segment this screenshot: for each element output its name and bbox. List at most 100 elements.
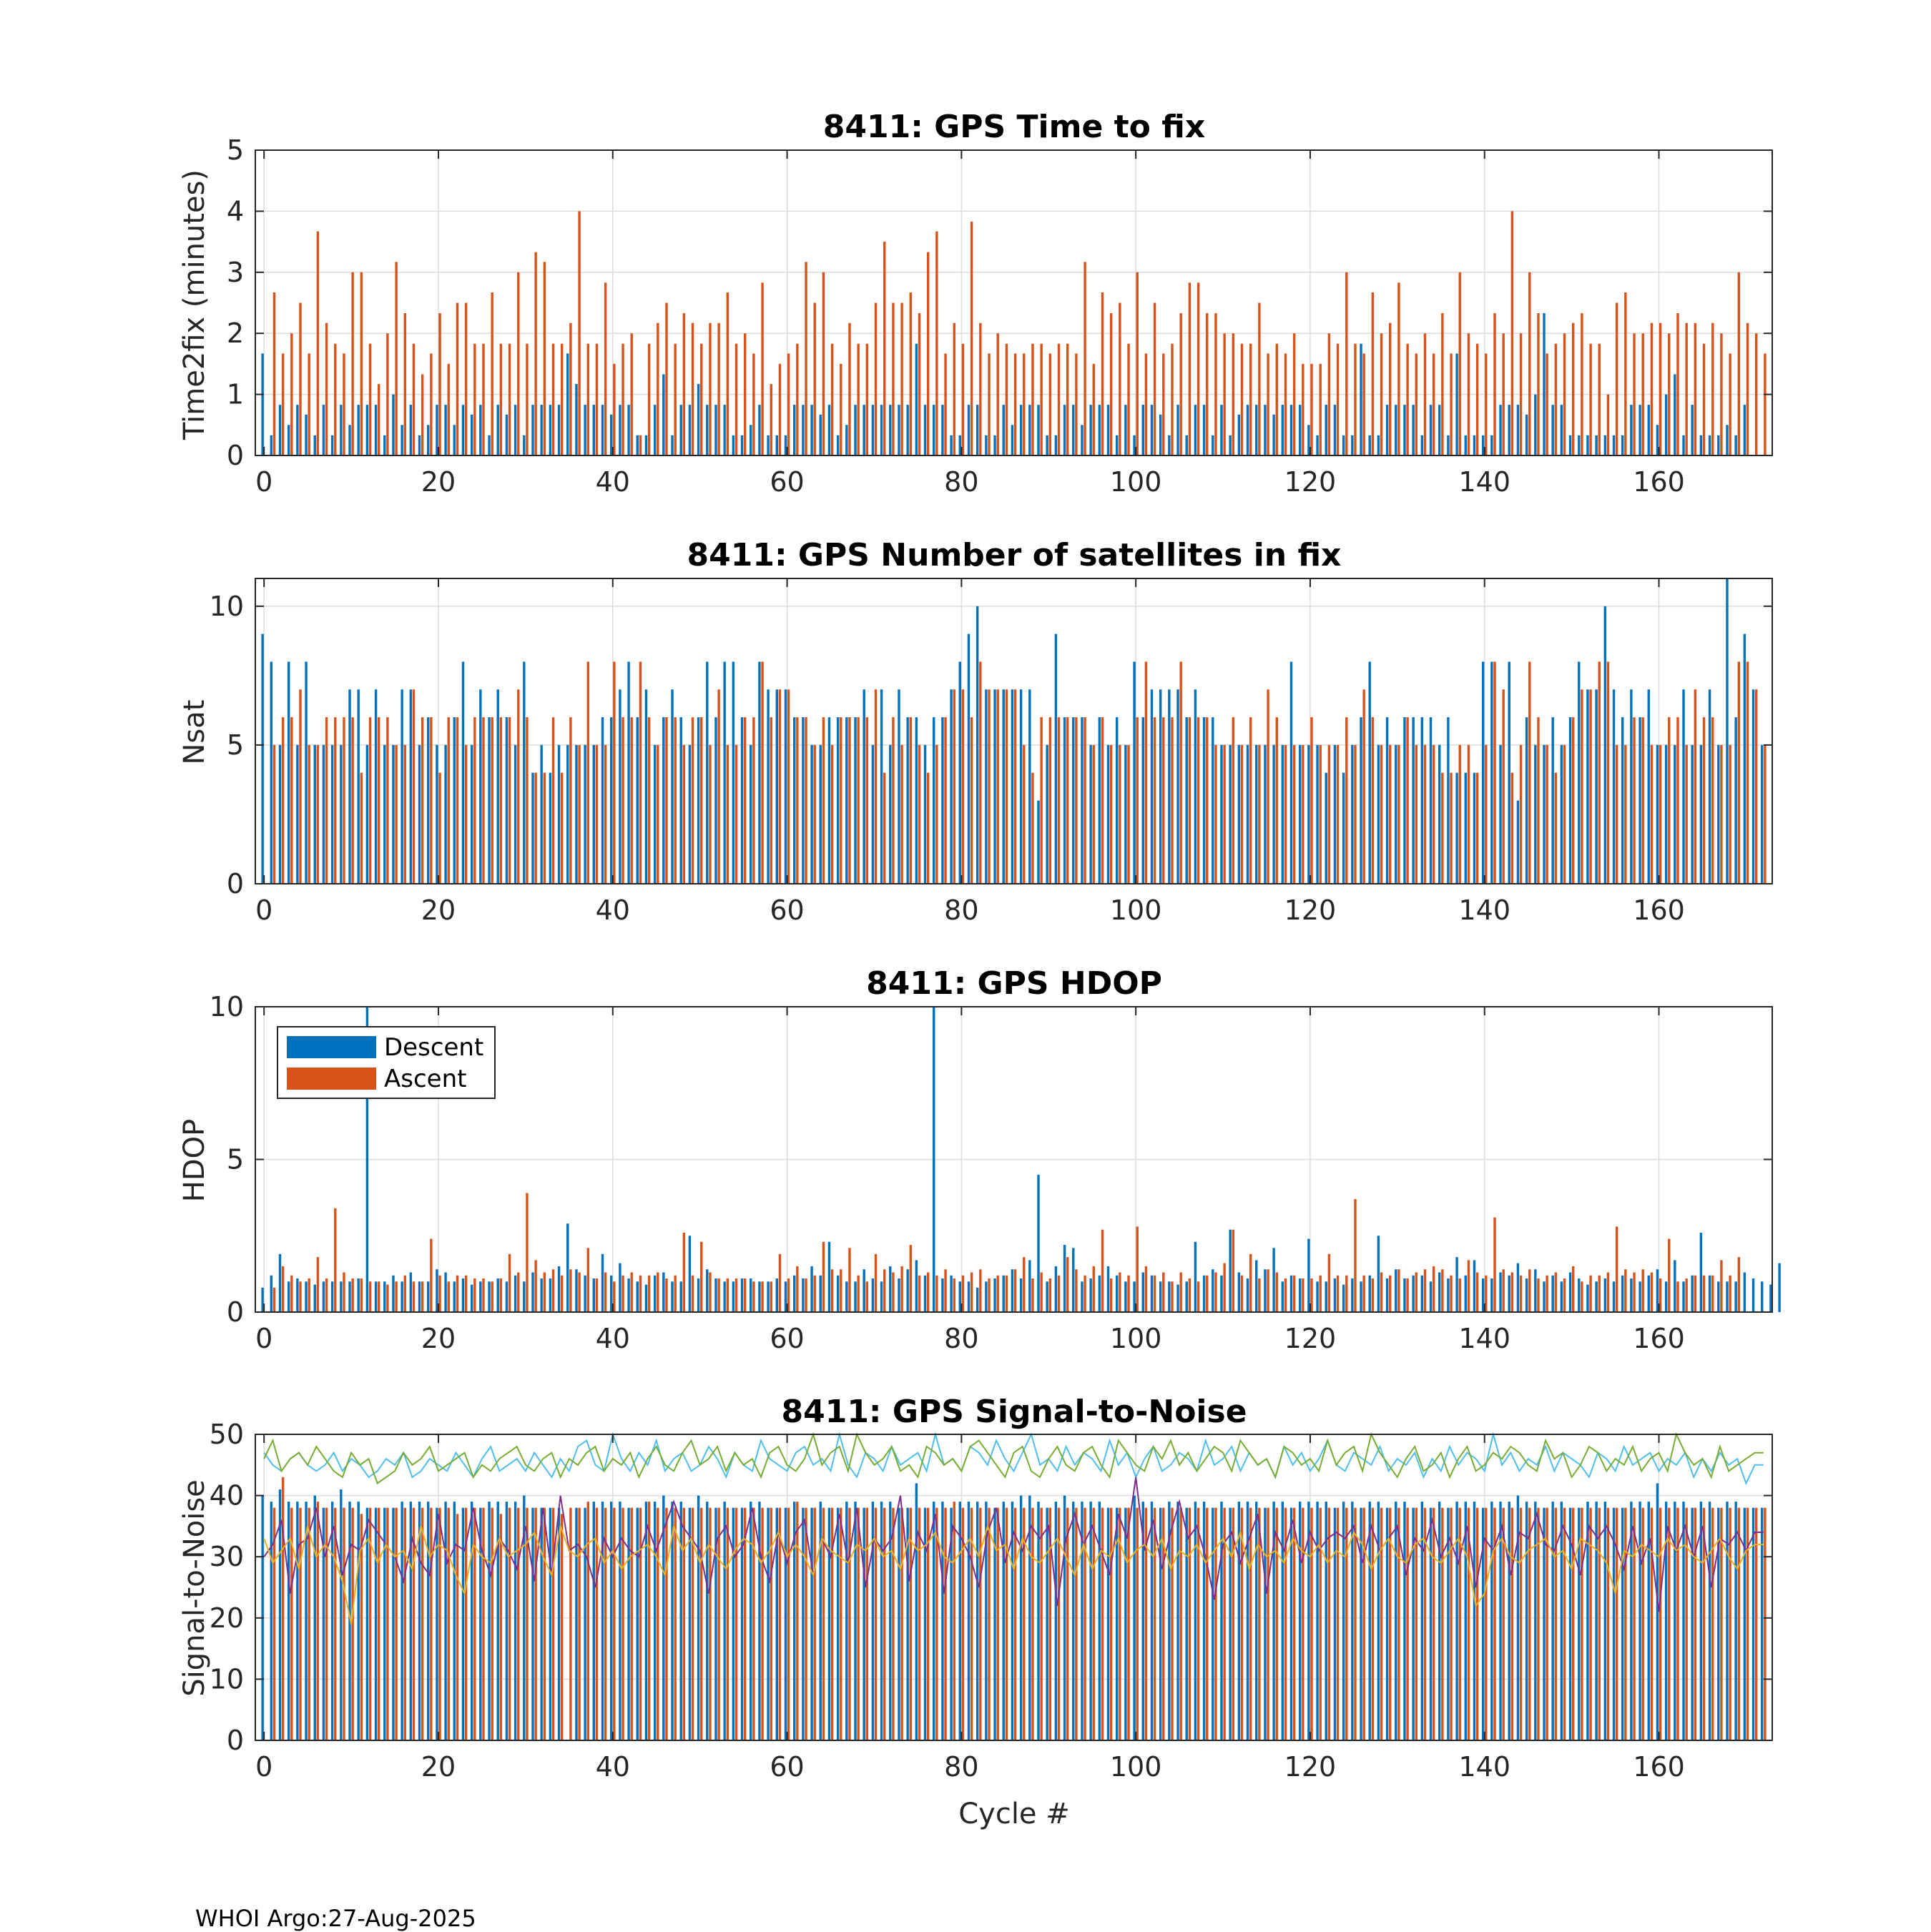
satellites-bar-ascent-cycle-40 xyxy=(613,661,616,884)
satellites-bar-descent-cycle-130 xyxy=(1395,744,1397,884)
hdop-bar-ascent-cycle-105 xyxy=(1179,1272,1182,1312)
satellites-bar-ascent-cycle-134 xyxy=(1432,744,1435,884)
time-to-fix-bar-ascent-cycle-86 xyxy=(1013,353,1017,455)
hdop-bar-descent-cycle-109 xyxy=(1212,1269,1214,1312)
satellites-bar-ascent-cycle-140 xyxy=(1485,744,1488,884)
snr-bar-descent-cycle-24 xyxy=(470,1502,473,1740)
satellites-bar-descent-cycle-109 xyxy=(1212,717,1214,884)
satellites-bar-ascent-cycle-82 xyxy=(979,661,982,884)
snr-bar-descent-cycle-63 xyxy=(810,1507,813,1740)
time-to-fix-bar-descent-cycle-148 xyxy=(1551,405,1554,455)
hdop-bar-descent-cycle-93 xyxy=(1072,1248,1075,1312)
satellites-bar-ascent-cycle-157 xyxy=(1633,717,1636,884)
satellites-bar-descent-cycle-3 xyxy=(287,661,290,884)
time-to-fix-bar-descent-cycle-118 xyxy=(1289,405,1293,455)
snr-bar-ascent-cycle-58 xyxy=(770,1507,772,1740)
hdop-bar-ascent-cycle-98 xyxy=(1119,1272,1121,1312)
hdop-bar-ascent-cycle-64 xyxy=(822,1241,825,1312)
snr-bar-descent-cycle-57 xyxy=(758,1502,761,1740)
snr-bar-ascent-cycle-144 xyxy=(1519,1507,1523,1740)
hdop-bar-ascent-cycle-146 xyxy=(1537,1278,1540,1312)
satellites-bar-ascent-cycle-135 xyxy=(1441,772,1444,884)
hdop-bar-ascent-cycle-124 xyxy=(1345,1275,1348,1312)
snr-bar-ascent-cycle-55 xyxy=(743,1507,747,1740)
hdop-bar-ascent-cycle-122 xyxy=(1327,1253,1331,1312)
satellites-bar-descent-cycle-11 xyxy=(357,689,360,884)
hdop-bar-descent-cycle-138 xyxy=(1464,1275,1467,1312)
snr-bar-descent-cycle-20 xyxy=(436,1507,438,1740)
snr-bar-ascent-cycle-107 xyxy=(1197,1507,1200,1740)
satellites-bar-ascent-cycle-102 xyxy=(1153,717,1156,884)
hdop-bar-ascent-cycle-121 xyxy=(1319,1275,1322,1312)
hdop-bar-descent-cycle-77 xyxy=(933,1007,935,1312)
time-to-fix-xtick-label: 0 xyxy=(255,466,272,498)
hdop-bar-descent-cycle-153 xyxy=(1595,1281,1598,1312)
hdop-bar-descent-cycle-61 xyxy=(792,1275,796,1312)
snr-bar-ascent-cycle-74 xyxy=(909,1507,912,1740)
snr-xtick-label: 0 xyxy=(255,1751,272,1783)
time-to-fix-bar-descent-cycle-98 xyxy=(1116,435,1119,455)
time-to-fix-bar-descent-cycle-152 xyxy=(1586,435,1589,455)
snr-bar-descent-cycle-66 xyxy=(836,1507,840,1740)
time-to-fix-bar-ascent-cycle-70 xyxy=(874,302,878,455)
snr-bar-descent-cycle-138 xyxy=(1464,1502,1467,1740)
hdop-bar-ascent-cycle-29 xyxy=(517,1272,520,1312)
hdop-bar-descent-cycle-10 xyxy=(348,1281,351,1312)
hdop-bar-descent-cycle-4 xyxy=(296,1278,299,1312)
time-to-fix-bar-descent-cycle-123 xyxy=(1333,405,1337,455)
time-to-fix-bar-ascent-cycle-132 xyxy=(1415,353,1417,455)
hdop-bar-descent-cycle-140 xyxy=(1481,1278,1485,1312)
snr-bar-descent-cycle-75 xyxy=(915,1483,918,1740)
hdop-bar-descent-cycle-148 xyxy=(1551,1275,1554,1312)
satellites-bar-ascent-cycle-172 xyxy=(1764,744,1767,884)
time-to-fix-bar-descent-cycle-137 xyxy=(1455,353,1458,455)
hdop-bar-descent-cycle-165 xyxy=(1699,1232,1703,1312)
satellites-bar-descent-cycle-136 xyxy=(1447,717,1450,884)
time-to-fix-bar-ascent-cycle-20 xyxy=(438,313,441,455)
satellites-bar-descent-cycle-114 xyxy=(1255,744,1258,884)
hdop-bar-ascent-cycle-161 xyxy=(1668,1238,1671,1312)
footer-credit: WHOI Argo:27-Aug-2025 xyxy=(195,1905,476,1932)
snr-bar-ascent-cycle-4 xyxy=(299,1507,302,1740)
satellites-bar-ascent-cycle-156 xyxy=(1624,744,1627,884)
hdop-bar-descent-cycle-75 xyxy=(915,1260,918,1312)
hdop-bar-descent-cycle-155 xyxy=(1612,1281,1616,1312)
snr-bar-descent-cycle-16 xyxy=(401,1502,403,1740)
hdop-bar-descent-cycle-171 xyxy=(1751,1278,1755,1312)
satellites-bar-ascent-cycle-162 xyxy=(1676,717,1679,884)
satellites-bar-ascent-cycle-15 xyxy=(395,744,398,884)
time-to-fix-bar-descent-cycle-139 xyxy=(1473,435,1476,455)
time-to-fix-bar-descent-cycle-10 xyxy=(348,425,351,455)
satellites-bar-ascent-cycle-28 xyxy=(508,717,511,884)
hdop-bar-descent-cycle-25 xyxy=(479,1281,482,1312)
satellites-bar-descent-cycle-17 xyxy=(409,689,413,884)
hdop-bar-ascent-cycle-167 xyxy=(1720,1260,1723,1312)
hdop-bar-descent-cycle-173 xyxy=(1769,1284,1772,1312)
hdop-bar-descent-cycle-0 xyxy=(261,1287,264,1312)
time-to-fix-bar-ascent-cycle-117 xyxy=(1284,353,1287,455)
time-to-fix-bar-descent-cycle-145 xyxy=(1525,414,1528,455)
hdop-bar-ascent-cycle-100 xyxy=(1136,1226,1139,1312)
snr-bar-ascent-cycle-67 xyxy=(848,1507,851,1740)
time-to-fix-bar-ascent-cycle-50 xyxy=(700,343,703,455)
time-to-fix-bar-descent-cycle-147 xyxy=(1543,313,1546,455)
hdop-bar-descent-cycle-100 xyxy=(1133,1281,1136,1312)
satellites-bar-descent-cycle-98 xyxy=(1116,717,1119,884)
snr-bar-descent-cycle-74 xyxy=(906,1507,909,1740)
time-to-fix-bar-descent-cycle-161 xyxy=(1664,394,1668,455)
time-to-fix-bar-ascent-cycle-3 xyxy=(290,333,293,455)
hdop-bar-descent-cycle-159 xyxy=(1647,1275,1650,1312)
satellites-bar-ascent-cycle-57 xyxy=(761,661,764,884)
hdop-bar-descent-cycle-146 xyxy=(1534,1269,1537,1312)
snr-bar-descent-cycle-151 xyxy=(1578,1507,1581,1740)
snr-bar-ascent-cycle-112 xyxy=(1240,1507,1244,1740)
time-to-fix-bar-descent-cycle-66 xyxy=(836,435,840,455)
time-to-fix-bar-descent-cycle-48 xyxy=(679,405,682,455)
time-to-fix-bar-descent-cycle-76 xyxy=(923,405,927,455)
snr-bar-descent-cycle-120 xyxy=(1307,1502,1310,1740)
hdop-bar-ascent-cycle-150 xyxy=(1572,1266,1575,1312)
snr-line-1 xyxy=(263,1431,1764,1485)
time-to-fix-bar-ascent-cycle-15 xyxy=(395,262,398,455)
satellites-bar-ascent-cycle-27 xyxy=(499,717,503,884)
satellites-bar-ascent-cycle-76 xyxy=(926,772,930,884)
